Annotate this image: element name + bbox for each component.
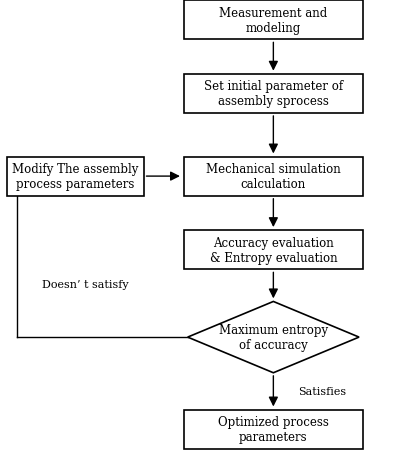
Text: Satisfies: Satisfies	[298, 386, 346, 396]
FancyBboxPatch shape	[184, 1, 363, 40]
FancyBboxPatch shape	[184, 157, 363, 196]
FancyBboxPatch shape	[184, 230, 363, 269]
Text: Measurement and
modeling: Measurement and modeling	[219, 7, 328, 34]
Polygon shape	[188, 302, 359, 373]
FancyBboxPatch shape	[184, 74, 363, 113]
Text: Maximum entropy
of accuracy: Maximum entropy of accuracy	[219, 324, 328, 351]
Text: Optimized process
parameters: Optimized process parameters	[218, 415, 329, 443]
Text: Accuracy evaluation
& Entropy evaluation: Accuracy evaluation & Entropy evaluation	[210, 236, 337, 264]
FancyBboxPatch shape	[184, 409, 363, 449]
Text: Mechanical simulation
calculation: Mechanical simulation calculation	[206, 163, 341, 190]
Text: Doesn’ t satisfy: Doesn’ t satisfy	[42, 280, 129, 290]
FancyBboxPatch shape	[7, 157, 144, 196]
Text: Modify The assembly
process parameters: Modify The assembly process parameters	[12, 163, 139, 190]
Text: Set initial parameter of
assembly sprocess: Set initial parameter of assembly sproce…	[204, 80, 343, 108]
